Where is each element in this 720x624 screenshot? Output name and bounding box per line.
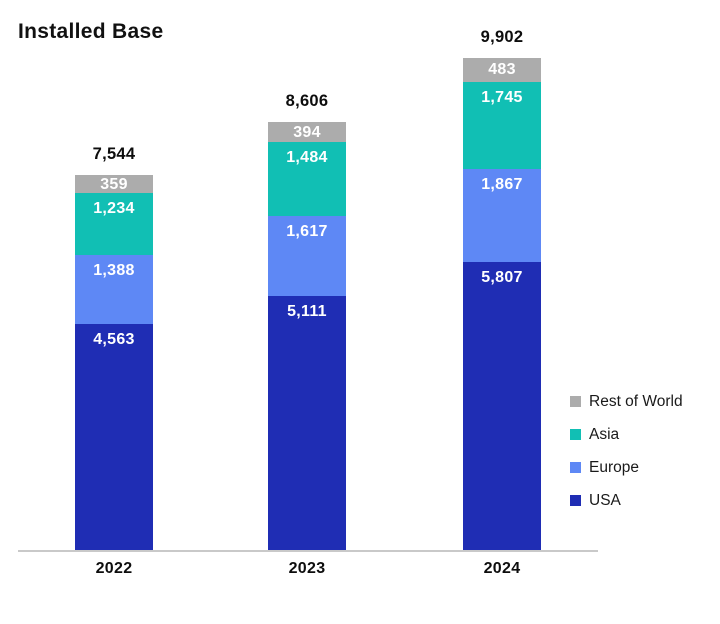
bar-2022-rest-of-world-segment: 359: [75, 175, 153, 194]
legend-item-europe: Europe: [570, 459, 683, 476]
x-axis-label-2023: 2023: [288, 560, 326, 577]
legend-marker-asia: [570, 429, 581, 440]
total-label-2022: 7,544: [92, 145, 136, 164]
legend-item-asia: Asia: [570, 426, 683, 443]
x-axis-label-2024: 2024: [483, 560, 521, 577]
total-label-2024: 9,902: [480, 27, 524, 46]
bar-2023-rest-of-world-segment: 394: [268, 122, 346, 142]
legend-marker-usa: [570, 495, 581, 506]
total-label-2023: 8,606: [285, 92, 329, 111]
bar-2023-europe-segment: 1,617: [268, 215, 346, 297]
legend-item-rest-of-world: Rest of World: [570, 393, 683, 410]
bar-2022-asia-segment: 1,234: [75, 193, 153, 255]
x-axis-label-2022: 2022: [95, 560, 133, 577]
value-label-europe-2023: 1,617: [286, 222, 328, 240]
bar-2022-usa-segment: 4,563: [75, 323, 153, 551]
value-label-asia-2024: 1,745: [481, 88, 523, 106]
value-label-usa-2022: 4,563: [93, 330, 135, 348]
legend-label-asia: Asia: [589, 426, 620, 443]
bar-2024-rest-of-world-segment: 483: [463, 57, 541, 82]
bar-2024-europe-segment: 1,867: [463, 168, 541, 262]
value-label-rest-of-world-2023: 394: [293, 123, 321, 141]
value-label-europe-2022: 1,388: [93, 261, 135, 279]
bar-2023-usa-segment: 5,111: [268, 296, 346, 551]
value-label-usa-2024: 5,807: [481, 268, 523, 286]
chart-title: Installed Base: [18, 20, 164, 43]
legend-label-usa: USA: [589, 492, 621, 509]
value-label-usa-2023: 5,111: [287, 303, 327, 321]
value-label-rest-of-world-2024: 483: [488, 61, 516, 79]
legend-item-usa: USA: [570, 492, 683, 509]
legend-label-europe: Europe: [589, 459, 639, 476]
bar-2023-asia-segment: 1,484: [268, 141, 346, 216]
chart-legend: Rest of World Asia Europe USA: [570, 393, 683, 525]
value-label-europe-2024: 1,867: [481, 175, 523, 193]
value-label-asia-2022: 1,234: [93, 200, 135, 218]
bar-2024-asia-segment: 1,745: [463, 81, 541, 169]
x-axis-line: [18, 550, 598, 552]
bar-2024-usa-segment: 5,807: [463, 261, 541, 551]
value-label-rest-of-world-2022: 359: [100, 175, 128, 193]
legend-marker-europe: [570, 462, 581, 473]
legend-marker-rest-of-world: [570, 396, 581, 407]
bar-2022-europe-segment: 1,388: [75, 254, 153, 324]
legend-label-rest-of-world: Rest of World: [589, 393, 683, 410]
value-label-asia-2023: 1,484: [286, 148, 328, 166]
